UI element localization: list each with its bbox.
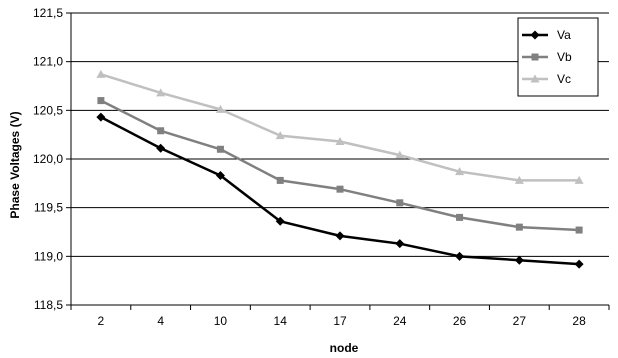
data-point-vb bbox=[276, 176, 284, 184]
data-point-va bbox=[514, 255, 524, 265]
y-axis-title: Phase Voltages (V) bbox=[8, 111, 22, 218]
data-point-vc bbox=[275, 131, 285, 140]
y-tick-label: 120,0 bbox=[33, 152, 63, 166]
data-point-vb bbox=[216, 145, 224, 153]
y-tick-label: 118,5 bbox=[34, 298, 63, 312]
data-point-vc bbox=[96, 69, 106, 78]
legend-label-va: Va bbox=[557, 28, 571, 42]
data-point-vb bbox=[515, 223, 523, 231]
data-point-vc bbox=[395, 150, 405, 159]
data-point-va bbox=[574, 259, 584, 269]
legend: Va Vb Vc bbox=[517, 17, 599, 97]
data-point-vb bbox=[396, 199, 404, 207]
x-axis-title: node bbox=[330, 341, 359, 355]
legend-marker-vb bbox=[531, 53, 539, 61]
legend-label-vb: Vb bbox=[557, 50, 572, 64]
x-tick-label: 2 bbox=[98, 314, 105, 328]
y-tick-label: 119,5 bbox=[34, 201, 63, 215]
y-tick-label: 121,5 bbox=[33, 6, 63, 20]
y-tick-label: 121,0 bbox=[33, 55, 63, 69]
data-point-vc bbox=[215, 104, 225, 113]
y-tick-label: 120,5 bbox=[33, 103, 63, 117]
x-tick-label: 14 bbox=[274, 314, 288, 328]
x-tick-label: 26 bbox=[453, 314, 467, 328]
data-point-vc bbox=[574, 175, 584, 184]
data-point-va bbox=[156, 143, 166, 153]
x-tick-label: 10 bbox=[214, 314, 228, 328]
data-point-va bbox=[335, 231, 345, 241]
x-tick-label: 17 bbox=[333, 314, 347, 328]
data-point-vb bbox=[456, 213, 464, 221]
legend-marker-vc bbox=[530, 74, 540, 83]
data-point-vc bbox=[514, 175, 524, 184]
series-group bbox=[96, 69, 584, 269]
data-point-vc bbox=[156, 88, 166, 97]
data-point-va bbox=[395, 239, 405, 249]
data-point-vc bbox=[455, 167, 465, 176]
gridlines bbox=[71, 12, 609, 257]
data-point-vb bbox=[575, 226, 583, 234]
data-point-va bbox=[455, 251, 465, 261]
data-point-vc bbox=[335, 136, 345, 145]
legend-marker-va bbox=[530, 30, 540, 40]
data-point-vb bbox=[157, 127, 165, 135]
data-point-vb bbox=[336, 185, 344, 193]
x-tick-label: 4 bbox=[157, 314, 164, 328]
data-point-va bbox=[215, 171, 225, 181]
x-tick-label: 27 bbox=[513, 314, 527, 328]
y-tick-label: 119,0 bbox=[34, 249, 63, 263]
data-point-va bbox=[96, 112, 106, 122]
x-tick-label: 24 bbox=[393, 314, 407, 328]
x-tick-label: 28 bbox=[572, 314, 586, 328]
data-point-vb bbox=[97, 97, 105, 105]
legend-label-vc: Vc bbox=[557, 72, 571, 86]
data-point-va bbox=[275, 216, 285, 226]
